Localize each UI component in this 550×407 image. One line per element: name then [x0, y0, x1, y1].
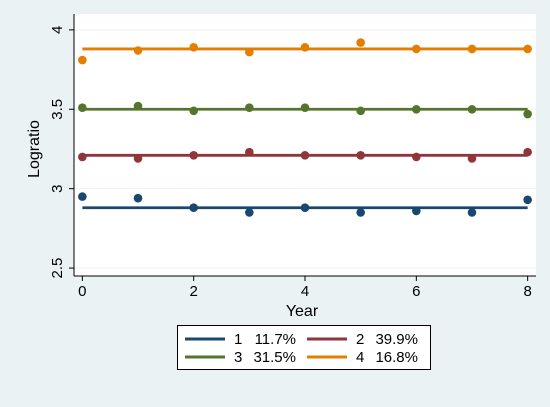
- x-tick-label: 2: [190, 283, 198, 300]
- legend-box: [177, 325, 431, 370]
- y-tick-label: 4: [49, 26, 66, 34]
- y-axis-title: Logratio: [26, 120, 43, 178]
- data-point-series-1: [467, 208, 477, 217]
- x-tick-label: 0: [78, 283, 86, 300]
- data-point-series-3: [467, 104, 477, 114]
- legend: 1 11.7% 2 39.9% 3 31.5% 4 16.8%: [177, 325, 431, 370]
- data-point-series-2: [356, 151, 365, 160]
- y-tick-label: 2.5: [49, 258, 66, 279]
- x-axis-title: Year: [286, 303, 319, 320]
- data-point-series-2: [133, 154, 143, 163]
- y-tick-label: 3: [49, 184, 66, 192]
- data-point-series-2: [245, 147, 254, 157]
- data-point-series-2: [523, 147, 532, 157]
- data-point-series-4: [78, 55, 87, 65]
- plot-area: [74, 14, 536, 276]
- data-point-series-2: [189, 151, 198, 160]
- y-tick-label: 3.5: [49, 99, 66, 120]
- data-point-series-1: [412, 206, 421, 216]
- data-point-series-2: [78, 152, 87, 162]
- data-point-series-4: [245, 47, 254, 57]
- outer-frame: [10, 10, 540, 397]
- data-point-series-3: [523, 109, 532, 119]
- data-point-series-2: [467, 154, 477, 163]
- x-tick-label: 6: [412, 283, 420, 300]
- axes: 2.5 3 3.5 4 0 2 4 6 8: [49, 14, 536, 300]
- data-point-series-4: [356, 38, 365, 47]
- data-point-series-2: [300, 151, 310, 160]
- data-point-series-3: [189, 106, 198, 116]
- x-tick-label: 8: [523, 283, 531, 300]
- data-point-series-4: [133, 46, 143, 55]
- legend-label-series-3: 3: [234, 349, 242, 366]
- data-point-series-4: [467, 44, 477, 54]
- legend-label-series-4: 4: [356, 349, 364, 366]
- data-point-series-4: [189, 43, 198, 52]
- data-point-series-3: [78, 103, 87, 112]
- data-point-series-1: [189, 203, 198, 213]
- data-point-series-1: [300, 203, 310, 213]
- legend-label-series-2: 2: [356, 331, 364, 348]
- data-point-series-3: [300, 103, 310, 112]
- data-point-series-2: [412, 152, 421, 162]
- x-tick-label: 4: [301, 283, 309, 300]
- data-point-series-1: [245, 208, 254, 217]
- data-point-series-1: [78, 192, 87, 201]
- data-point-series-3: [245, 103, 254, 112]
- data-point-series-3: [133, 101, 143, 111]
- legend-label-series-1: 1: [234, 331, 242, 348]
- data-point-series-3: [356, 106, 365, 116]
- data-point-series-1: [523, 195, 532, 205]
- data-point-series-1: [356, 208, 365, 217]
- legend-share-series-1: 11.7%: [255, 331, 296, 348]
- data-points: [78, 38, 532, 217]
- data-point-series-4: [300, 43, 310, 52]
- legend-share-series-3: 31.5%: [253, 349, 296, 366]
- legend-share-series-2: 39.9%: [375, 331, 418, 348]
- legend-share-series-4: 16.8%: [375, 349, 418, 366]
- data-point-series-4: [412, 44, 421, 54]
- data-point-series-4: [523, 44, 532, 54]
- data-point-series-3: [412, 104, 421, 114]
- data-point-series-1: [133, 193, 143, 203]
